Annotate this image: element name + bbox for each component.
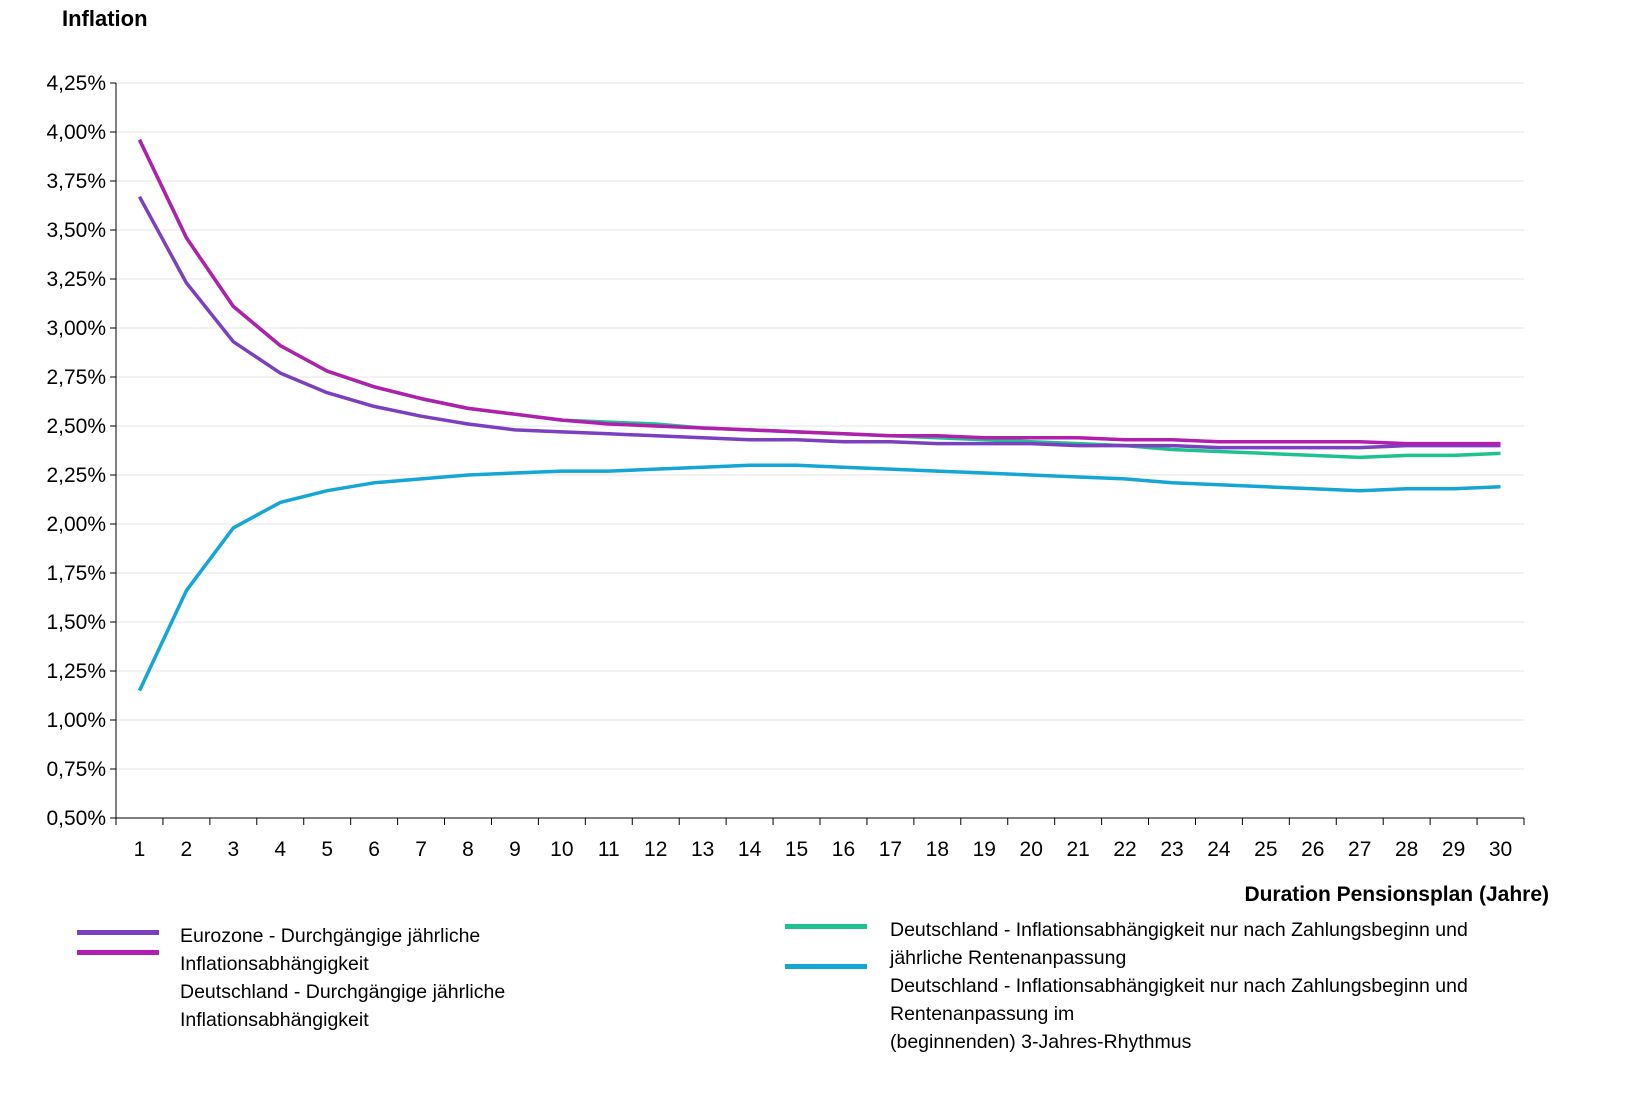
legend-swatch-zahlungsbeginn-jaehrlich bbox=[785, 924, 867, 929]
x-tick-label: 10 bbox=[550, 838, 573, 861]
x-tick-label: 24 bbox=[1207, 838, 1231, 861]
y-tick-label: 0,75% bbox=[46, 758, 106, 781]
y-tick-label: 4,00% bbox=[46, 121, 106, 144]
y-tick-label: 3,00% bbox=[46, 317, 106, 340]
x-tick-label: 15 bbox=[785, 838, 808, 861]
x-tick-label: 25 bbox=[1254, 838, 1277, 861]
legend-text-left: Eurozone - Durchgängige jährliche Inflat… bbox=[180, 925, 506, 1031]
axes bbox=[110, 82, 1525, 825]
x-tick-label: 27 bbox=[1348, 838, 1371, 861]
series-line-1 bbox=[137, 195, 1501, 450]
y-tick-labels: 0,50% 0,75% 1,00% 1,25% 1,50% 1,75% 2,00% 2,25%… bbox=[46, 72, 106, 830]
legend-text-right: Deutschland - Inflationsabhängigkeit nur… bbox=[890, 919, 1468, 1053]
x-tick-label: 9 bbox=[509, 838, 521, 861]
x-tick-label: 1 bbox=[134, 838, 146, 861]
x-tick-label: 18 bbox=[926, 838, 949, 861]
series-line-2 bbox=[137, 139, 1501, 446]
x-tick-label: 3 bbox=[227, 838, 239, 861]
x-tick-label: 7 bbox=[415, 838, 427, 861]
x-tick-label: 12 bbox=[644, 838, 667, 861]
y-tick-label: 0,50% bbox=[46, 807, 106, 830]
y-tick-label: 2,50% bbox=[46, 415, 106, 438]
gridlines bbox=[116, 82, 1524, 770]
series-line-4 bbox=[137, 463, 1501, 692]
x-tick-label: 4 bbox=[274, 838, 286, 861]
x-tick-label: 17 bbox=[879, 838, 902, 861]
y-tick-label: 1,25% bbox=[46, 660, 106, 683]
x-tick-label: 21 bbox=[1066, 838, 1089, 861]
x-tick-label: 19 bbox=[973, 838, 996, 861]
series-lines bbox=[137, 139, 1501, 692]
chart-title: Inflation bbox=[62, 6, 148, 31]
x-tick-label: 5 bbox=[321, 838, 333, 861]
y-tick-label: 3,75% bbox=[46, 170, 106, 193]
y-tick-label: 2,00% bbox=[46, 513, 106, 536]
series-line-3 bbox=[137, 139, 1501, 460]
x-tick-label: 11 bbox=[598, 838, 620, 861]
x-tick-label: 2 bbox=[181, 838, 193, 861]
y-tick-label: 3,50% bbox=[46, 219, 106, 242]
x-tick-label: 6 bbox=[368, 838, 380, 861]
y-tick-label: 1,75% bbox=[46, 562, 106, 585]
y-tick-label: 2,25% bbox=[46, 464, 106, 487]
x-tick-label: 28 bbox=[1395, 838, 1418, 861]
x-tick-label: 16 bbox=[832, 838, 855, 861]
y-tick-label: 4,25% bbox=[46, 72, 106, 95]
y-tick-label: 1,00% bbox=[46, 709, 106, 732]
x-tick-label: 20 bbox=[1020, 838, 1043, 861]
legend-swatch-deutschland-jaehrlich bbox=[77, 950, 159, 955]
x-tick-label: 30 bbox=[1489, 838, 1512, 861]
legend-swatch-zahlungsbeginn-3-jahres bbox=[785, 964, 867, 969]
y-tick-label: 2,75% bbox=[46, 366, 106, 389]
x-tick-label: 13 bbox=[691, 838, 714, 861]
x-tick-labels: 1 2 3 4 5 6 7 8 9 10 11 12 13 14 15 16 17 18 19 20 21 22 23 24 2… bbox=[134, 838, 1513, 861]
y-tick-label: 3,25% bbox=[46, 268, 106, 291]
y-tick-label: 1,50% bbox=[46, 611, 106, 634]
x-tick-label: 8 bbox=[462, 838, 474, 861]
x-tick-label: 29 bbox=[1442, 838, 1465, 861]
x-axis-title: Duration Pensionsplan (Jahre) bbox=[1244, 883, 1549, 906]
x-tick-label: 23 bbox=[1160, 838, 1183, 861]
legend-swatch-eurozone bbox=[77, 930, 159, 935]
x-tick-label: 22 bbox=[1113, 838, 1136, 861]
x-tick-label: 26 bbox=[1301, 838, 1324, 861]
x-tick-label: 14 bbox=[738, 838, 762, 861]
